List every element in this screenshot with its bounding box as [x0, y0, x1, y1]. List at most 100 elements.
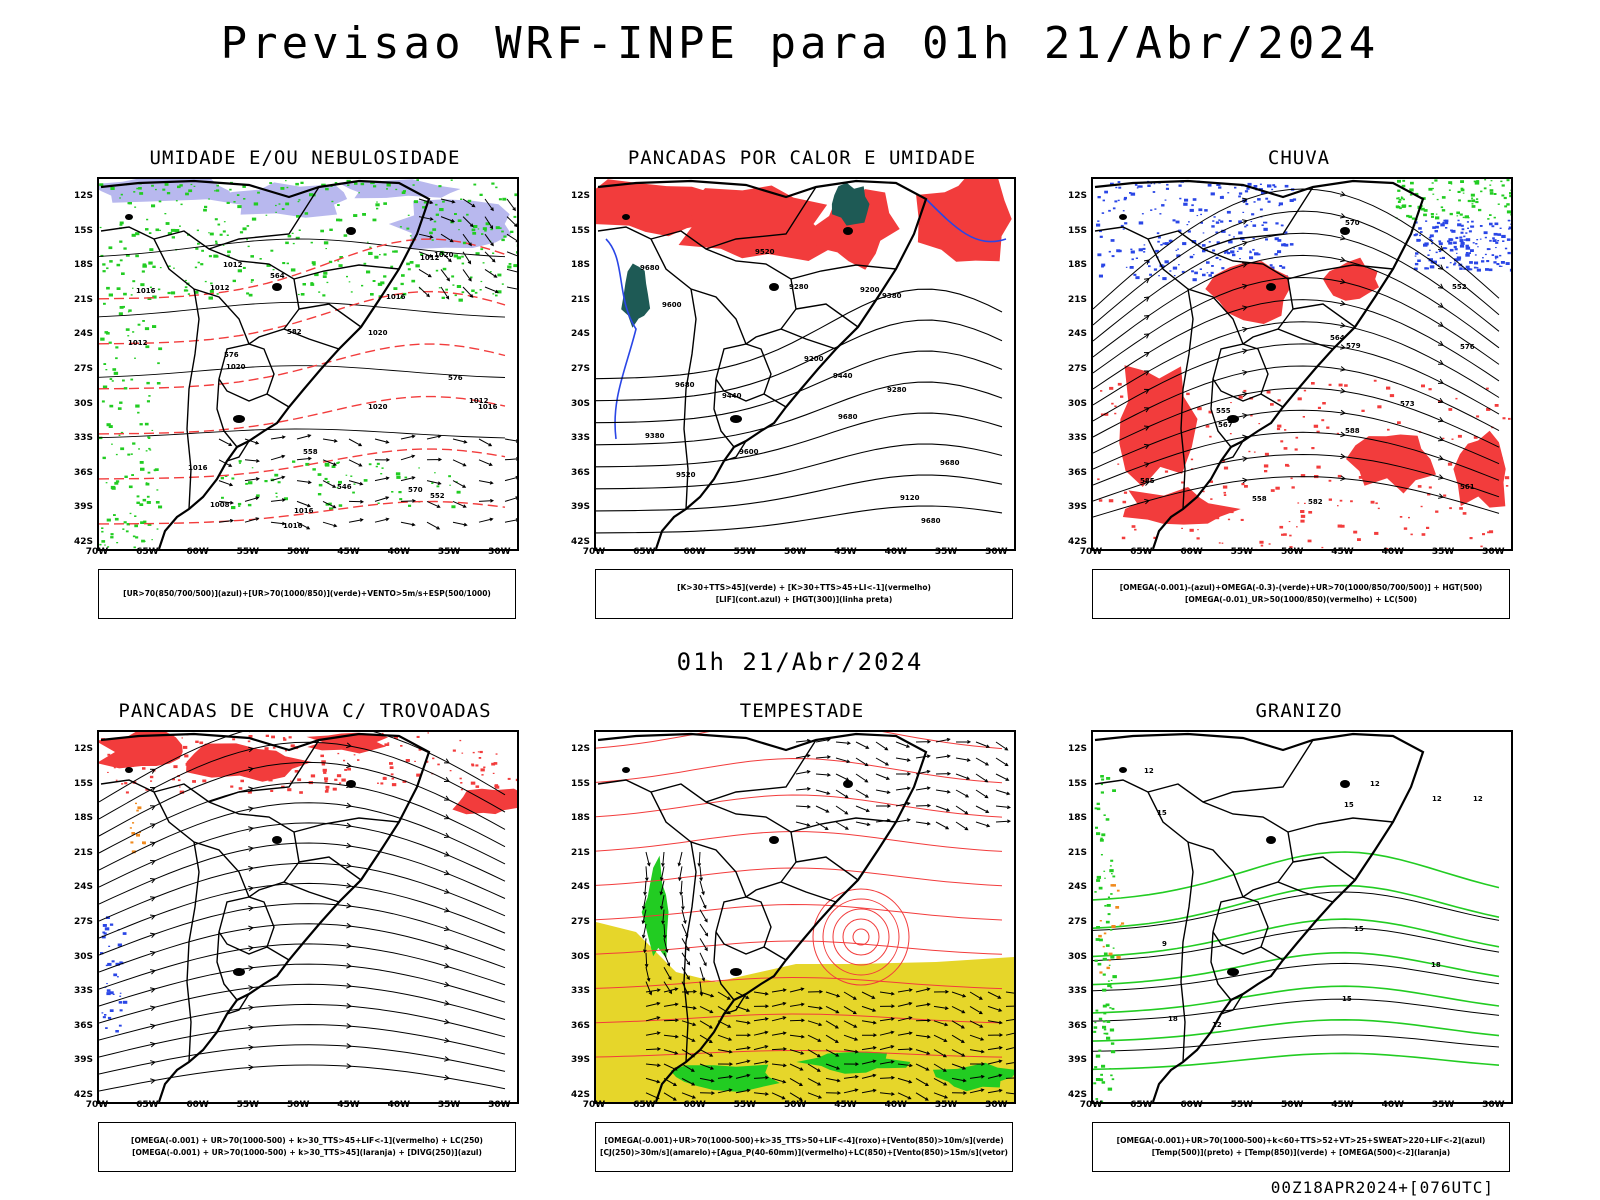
flow-arrow: [1340, 409, 1347, 416]
panel-title: GRANIZO: [1255, 700, 1343, 722]
flow-arrow: [248, 1005, 255, 1011]
longitude-label: 70W: [1079, 547, 1103, 557]
legend-line: [OMEGA(-0.001) + UR>70(1000-500) + k>30_…: [131, 1136, 483, 1145]
flow-arrow: [1437, 359, 1444, 365]
temp850-contour: [1093, 775, 1117, 1102]
longitude-label: 70W: [1079, 1100, 1103, 1110]
contour-label: 12: [1473, 795, 1483, 803]
flow-arrow: [1340, 387, 1347, 394]
hgt500-contour: [1093, 453, 1500, 502]
country-border: [763, 946, 787, 961]
streamline-250: [99, 1024, 506, 1058]
longitude-label: 45W: [1331, 1100, 1354, 1110]
contour-label: 573: [1400, 400, 1415, 408]
flow-arrow: [150, 1041, 157, 1048]
latitude-label: 42S: [73, 1090, 93, 1100]
omega-green-area: [1395, 179, 1511, 221]
flow-arrow: [1143, 333, 1150, 339]
contour-label: 1008: [210, 501, 230, 509]
flow-arrow: [346, 922, 353, 929]
omega-blue-area: [1413, 219, 1511, 272]
longitude-label: 45W: [834, 1100, 857, 1110]
longitude-label: 50W: [1280, 547, 1304, 557]
flow-arrow: [248, 925, 255, 932]
pressure-contour: [99, 428, 506, 439]
temp500-contour: [1093, 891, 1500, 931]
wind-850-vector: [795, 737, 1012, 831]
lake: [233, 415, 245, 423]
panel-legend: [UR>70(850/700/500)](azul)+[UR>70(1000/8…: [98, 569, 516, 619]
contour-label: 9680: [640, 264, 660, 272]
thickness-contour: [99, 290, 506, 345]
contour-label: 546: [337, 483, 352, 491]
latitude-label: 36S: [570, 1020, 590, 1031]
flow-arrow: [1340, 344, 1347, 350]
panel-legend: [OMEGA(-0.001)+UR>70(1000-500)+k<60+TTS>…: [1092, 1122, 1510, 1172]
flow-arrow: [149, 932, 156, 939]
country-border: [1260, 393, 1284, 408]
latitude-label: 33S: [1067, 433, 1087, 444]
contour-label: 9200: [860, 286, 880, 294]
legend-line: [LIF](cont.azul) + [HGT(300)](linha pret…: [715, 595, 893, 604]
country-border: [650, 783, 797, 898]
pressure-contour: [99, 301, 506, 318]
country-border: [298, 303, 362, 328]
hgt300-contour: [596, 381, 1003, 446]
longitude-label: 50W: [783, 1100, 807, 1110]
legend-line: [OMEGA(-0.001) + UR>70(1000-500) + k>30_…: [132, 1148, 482, 1157]
longitude-label: 45W: [834, 547, 857, 557]
country-border: [683, 841, 697, 1063]
flow-arrow: [1242, 369, 1249, 376]
flow-arrow: [1143, 296, 1150, 302]
map-canvas: 588 585 582 579 576 573 570 567 564 561 558 555 552: [1093, 179, 1511, 549]
cyclone-circulation: [832, 908, 890, 966]
panel-legend: [K>30+TTS>45](verde) + [K>30+TTS>45+LI<-…: [595, 569, 1013, 619]
flow-arrow: [1241, 197, 1248, 204]
contour-label: 588: [1345, 427, 1360, 435]
hgt500-contour: [1093, 476, 1500, 518]
thunderstorm-red-area: [99, 732, 183, 769]
latitude-label: 33S: [73, 433, 93, 444]
latitude-label: 12S: [73, 191, 93, 201]
coastline: [1094, 732, 1425, 1102]
flow-arrow: [346, 983, 353, 989]
country-border: [1202, 739, 1314, 803]
longitude-label: 55W: [1230, 1100, 1254, 1110]
hgt500-contour: [1093, 232, 1500, 342]
streamline-850: [596, 867, 1003, 887]
flow-arrow: [149, 841, 156, 847]
flow-arrow: [1437, 436, 1444, 442]
latitude-label: 21S: [73, 294, 93, 305]
rain-red-area: [1119, 365, 1198, 487]
longitude-label: 35W: [1431, 547, 1455, 557]
flow-arrow: [150, 1060, 157, 1066]
contour-label: 9600: [662, 301, 682, 309]
thickness-contour: [99, 343, 506, 390]
contour-label: 12: [1432, 795, 1442, 803]
country-border: [208, 739, 320, 803]
flow-arrow: [443, 888, 450, 894]
wind-850-vector: [645, 987, 1014, 1101]
contour-label: 18: [1168, 1015, 1178, 1023]
flow-arrow: [150, 1005, 157, 1011]
flow-arrow: [248, 846, 255, 852]
latitude-label: 24S: [1067, 329, 1087, 340]
temp500-contour: [1093, 927, 1500, 962]
lake: [125, 214, 133, 220]
temp850-contour: [1093, 985, 1500, 1014]
latitude-label: 21S: [73, 847, 93, 858]
forecast-map: [594, 730, 1016, 1104]
hgt300-contour: [596, 443, 1003, 490]
contour-label: 555: [1216, 407, 1231, 415]
map-canvas: [99, 732, 517, 1102]
longitude-label: 45W: [337, 547, 360, 557]
temp850-contour: [1093, 918, 1500, 958]
longitude-label: 35W: [934, 1100, 958, 1110]
contour-label: 1016: [386, 293, 406, 301]
latitude-label: 30S: [73, 398, 93, 409]
flow-arrow: [248, 766, 255, 773]
flow-arrow: [248, 905, 255, 912]
panel-legend: [OMEGA(-0.001) + UR>70(1000-500) + k>30_…: [98, 1122, 516, 1172]
longitude-label: 70W: [582, 1100, 606, 1110]
streamline-250: [99, 842, 506, 905]
